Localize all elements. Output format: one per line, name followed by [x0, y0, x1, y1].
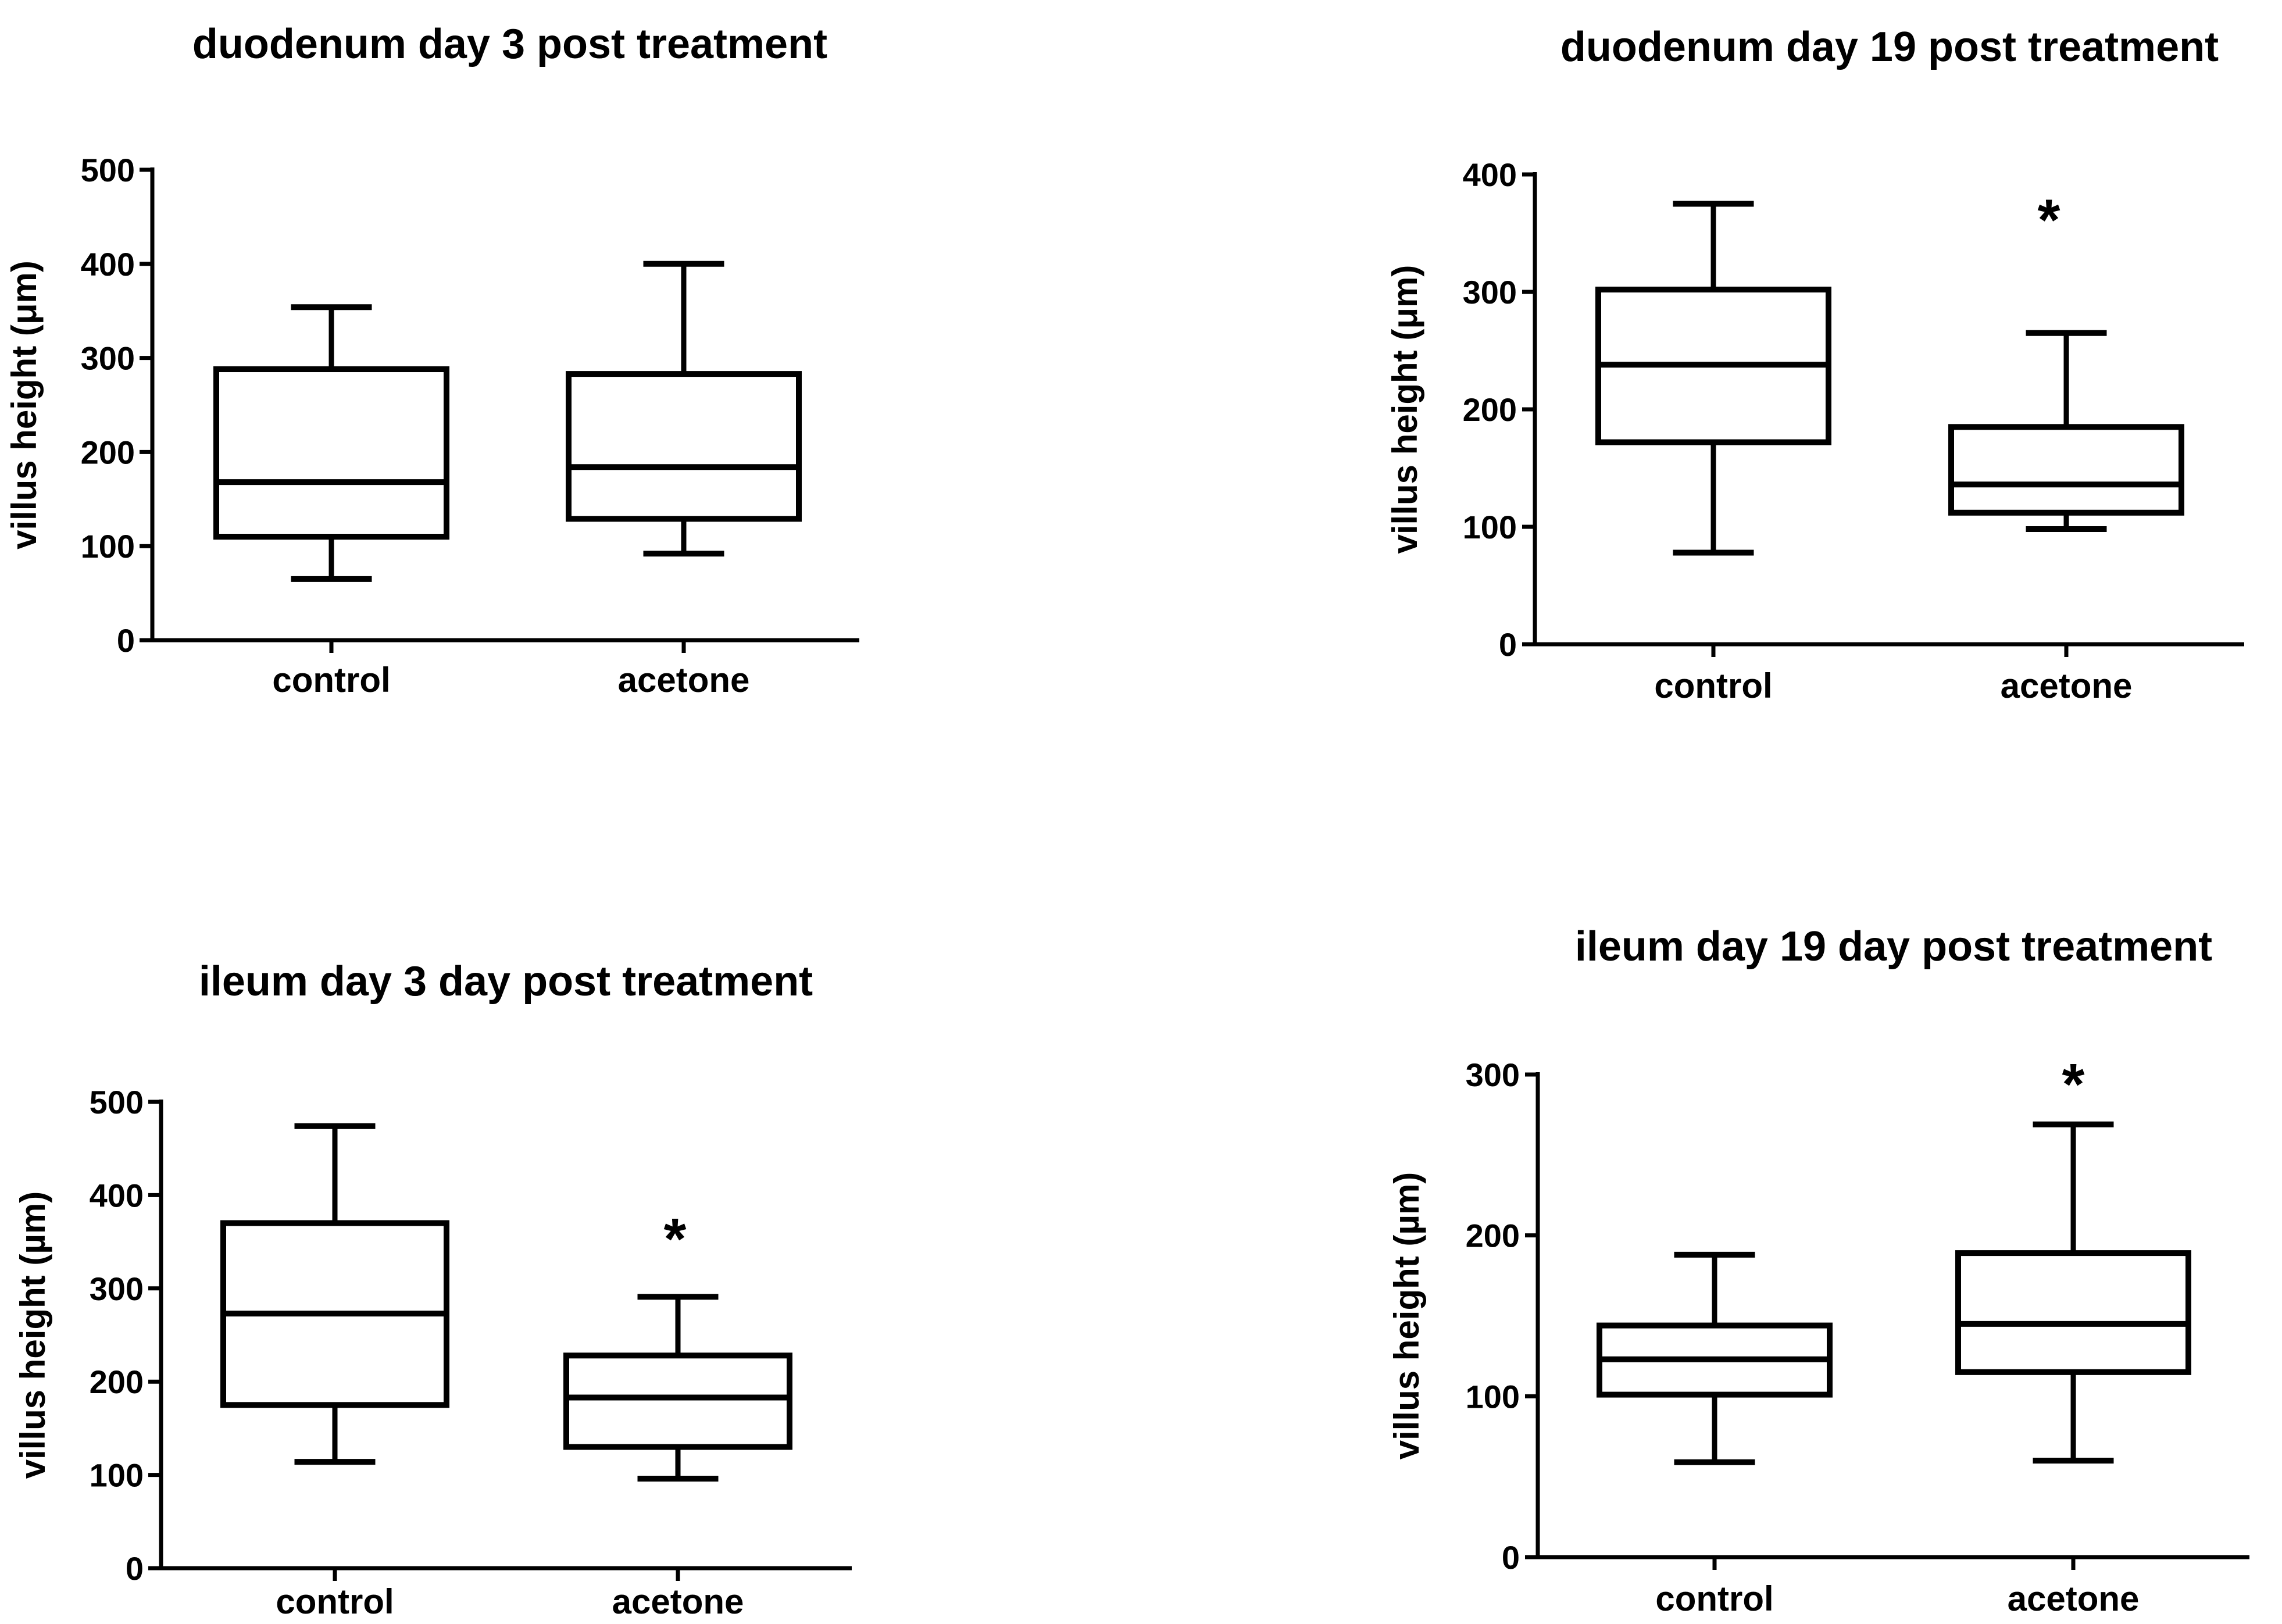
- y-tick-label: 300: [1463, 274, 1517, 310]
- y-tick-label: 100: [81, 528, 135, 565]
- chart-title: ileum day 19 day post treatment: [1575, 923, 2212, 970]
- y-tick-label: 300: [1466, 1057, 1520, 1093]
- chart-panel-2: duodenum day 19 post treatment villus hei…: [1385, 24, 2244, 705]
- x-tick-label-acetone: acetone: [618, 661, 750, 699]
- y-tick-label: 0: [1499, 626, 1517, 663]
- x-tick-label-acetone: acetone: [2008, 1579, 2140, 1618]
- y-tick-label: 0: [1502, 1539, 1520, 1576]
- y-tick-label: 100: [90, 1457, 144, 1494]
- chart-panel-3: ileum day 3 day post treatment villus hei…: [13, 958, 852, 1621]
- box-plot-acetone: *: [1955, 1052, 2191, 1464]
- y-tick-label: 200: [81, 434, 135, 470]
- y-tick-label: 300: [90, 1270, 144, 1307]
- significance-marker: *: [664, 1207, 687, 1272]
- y-tick-label: 500: [81, 152, 135, 188]
- iqr-box: [563, 1352, 792, 1450]
- box-plot-control: [213, 304, 449, 582]
- y-tick-label: 200: [1463, 391, 1517, 428]
- box-plot-acetone: [566, 260, 802, 557]
- iqr-box: [213, 366, 449, 540]
- iqr-box: [1948, 424, 2184, 516]
- y-tick-label: 200: [1466, 1218, 1520, 1254]
- y-tick-label: 300: [81, 340, 135, 377]
- significance-marker: *: [2038, 188, 2060, 253]
- y-tick-label: 200: [90, 1364, 144, 1400]
- y-tick-label: 0: [126, 1550, 144, 1587]
- y-axis-label: villus height (μm): [5, 260, 44, 549]
- box-plot-control: [1595, 201, 1831, 556]
- y-tick-label: 0: [117, 622, 135, 659]
- chart-title: duodenum day 3 post treatment: [192, 21, 827, 67]
- box-plot-control: [1597, 1251, 1833, 1465]
- x-tick-label-acetone: acetone: [612, 1582, 744, 1621]
- chart-panel-4: ileum day 19 day post treatment villus he…: [1387, 923, 2249, 1618]
- y-tick-label: 400: [90, 1177, 144, 1213]
- chart-panel-1: duodenum day 3 post treatment villus heig…: [5, 21, 859, 699]
- box-plot-acetone: *: [1948, 188, 2184, 533]
- x-tick-label-control: control: [276, 1582, 394, 1621]
- y-axis-label: villus height (µm): [1387, 1172, 1426, 1460]
- y-tick-label: 500: [90, 1084, 144, 1120]
- x-tick-label-control: control: [1655, 1579, 1773, 1618]
- iqr-box: [566, 371, 802, 522]
- box-plot-control: [220, 1123, 449, 1465]
- y-tick-label: 400: [1463, 156, 1517, 193]
- chart-title: ileum day 3 day post treatment: [199, 958, 813, 1005]
- x-tick-label-control: control: [272, 661, 390, 699]
- y-tick-label: 100: [1463, 509, 1517, 545]
- x-tick-label-acetone: acetone: [2001, 666, 2133, 705]
- significance-marker: *: [2062, 1052, 2085, 1117]
- y-tick-label: 400: [81, 246, 135, 283]
- y-axis-label: villus height (μm): [1385, 265, 1424, 554]
- chart-title: duodenum day 19 post treatment: [1560, 24, 2219, 70]
- box-plot-acetone: *: [563, 1207, 792, 1482]
- y-tick-label: 100: [1466, 1378, 1520, 1415]
- y-axis-label: villus height (µm): [13, 1191, 52, 1479]
- x-tick-label-control: control: [1654, 666, 1772, 705]
- iqr-box: [1955, 1250, 2191, 1375]
